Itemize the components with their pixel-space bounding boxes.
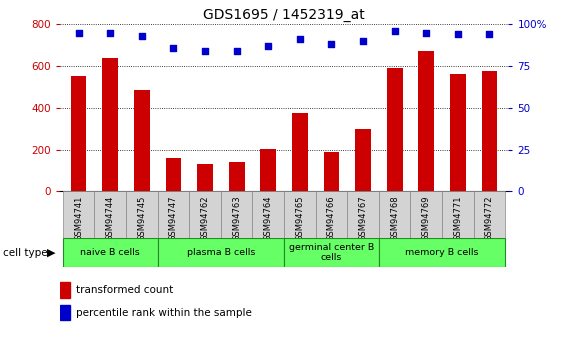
Bar [102,58,118,191]
Bar [63,191,94,238]
Bar [418,51,434,191]
Bar [292,113,308,191]
Text: GSM94767: GSM94767 [358,195,367,241]
Text: GSM94741: GSM94741 [74,195,83,240]
Point [453,31,462,37]
Text: GSM94772: GSM94772 [485,195,494,241]
Bar [355,129,371,191]
Bar [284,191,316,238]
Text: GSM94745: GSM94745 [137,195,147,240]
Text: GSM94766: GSM94766 [327,195,336,241]
Point [169,45,178,50]
Bar [284,238,379,267]
Bar [157,238,284,267]
Point [327,41,336,47]
Point [201,48,210,54]
Bar [70,77,86,191]
Point [106,30,115,35]
Bar [442,191,474,238]
Bar [63,238,157,267]
Text: GSM94771: GSM94771 [453,195,462,241]
Bar [379,238,505,267]
Bar [324,152,339,191]
Point [485,31,494,37]
Point [390,28,399,33]
Text: memory B cells: memory B cells [405,248,479,257]
Point [421,30,431,35]
Bar [157,191,189,238]
Bar [252,191,284,238]
Text: plasma B cells: plasma B cells [187,248,255,257]
Text: cell type: cell type [3,248,48,258]
Text: GSM94762: GSM94762 [201,195,210,241]
Point [74,30,83,35]
Bar [474,191,505,238]
Bar [60,282,70,298]
Bar [411,191,442,238]
Point [232,48,241,54]
Text: transformed count: transformed count [76,285,173,295]
Bar [94,191,126,238]
Bar [197,164,213,191]
Text: ▶: ▶ [47,248,55,258]
Text: germinal center B
cells: germinal center B cells [289,243,374,263]
Bar [450,74,466,191]
Bar [126,191,157,238]
Bar [189,191,221,238]
Bar [165,158,181,191]
Bar [347,191,379,238]
Point [295,37,304,42]
Text: GSM94744: GSM94744 [106,195,115,240]
Text: GSM94747: GSM94747 [169,195,178,241]
Point [264,43,273,49]
Title: GDS1695 / 1452319_at: GDS1695 / 1452319_at [203,8,365,22]
Point [358,38,367,43]
Text: GSM94763: GSM94763 [232,195,241,241]
Bar [221,191,252,238]
Text: GSM94769: GSM94769 [421,195,431,241]
Text: GSM94765: GSM94765 [295,195,304,241]
Bar [229,161,244,191]
Bar [60,305,70,320]
Bar [379,191,411,238]
Text: percentile rank within the sample: percentile rank within the sample [76,308,252,318]
Bar [482,71,498,191]
Bar [316,191,347,238]
Text: naive B cells: naive B cells [80,248,140,257]
Bar [260,149,276,191]
Point [137,33,147,39]
Text: GSM94764: GSM94764 [264,195,273,241]
Bar [134,90,150,191]
Bar [387,68,403,191]
Text: GSM94768: GSM94768 [390,195,399,241]
